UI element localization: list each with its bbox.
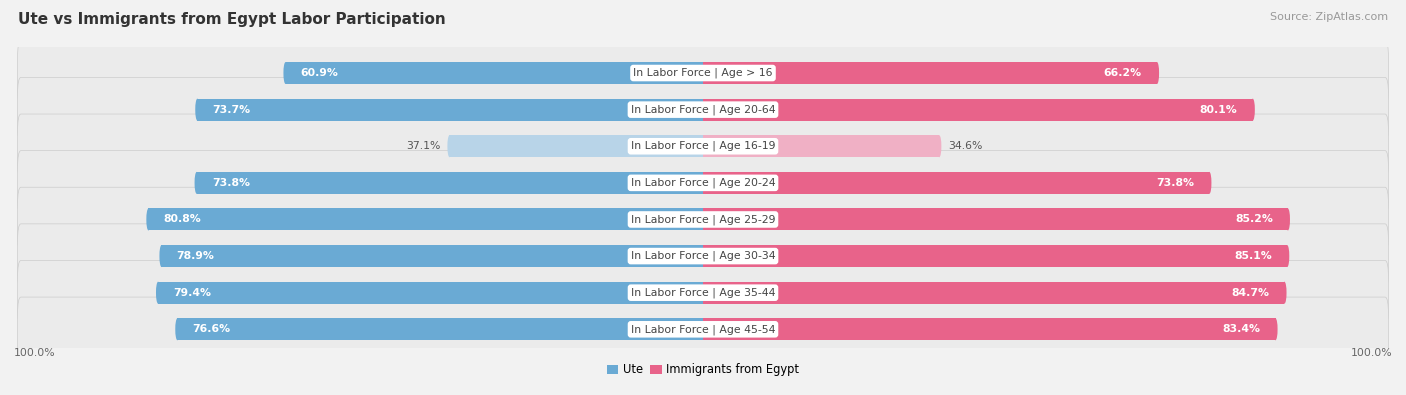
Circle shape [938,135,942,157]
Text: 80.1%: 80.1% [1199,105,1237,115]
Bar [703,318,706,340]
FancyBboxPatch shape [17,224,1389,288]
Text: Ute vs Immigrants from Egypt Labor Participation: Ute vs Immigrants from Egypt Labor Parti… [18,12,446,27]
Text: 37.1%: 37.1% [406,141,440,151]
Bar [700,318,703,340]
Circle shape [159,245,163,267]
Bar [700,172,703,194]
Bar [703,209,1288,230]
Text: 78.9%: 78.9% [177,251,215,261]
Text: Source: ZipAtlas.com: Source: ZipAtlas.com [1270,12,1388,22]
Bar [703,282,1285,304]
Circle shape [447,135,451,157]
Bar [149,209,703,230]
Bar [700,282,703,304]
Bar [197,99,703,120]
Circle shape [194,172,198,194]
Bar [700,135,703,157]
Circle shape [1251,99,1254,120]
Circle shape [1282,282,1286,304]
Text: 100.0%: 100.0% [14,348,56,357]
Text: 83.4%: 83.4% [1222,324,1260,334]
Bar [450,135,703,157]
FancyBboxPatch shape [17,297,1389,361]
FancyBboxPatch shape [17,77,1389,142]
Bar [162,245,703,267]
Circle shape [1285,245,1289,267]
Bar [700,62,703,84]
Bar [703,282,706,304]
FancyBboxPatch shape [17,41,1389,105]
Bar [700,99,703,120]
Text: 84.7%: 84.7% [1232,288,1270,298]
Bar [703,209,706,230]
Circle shape [1286,209,1289,230]
Text: 73.7%: 73.7% [212,105,250,115]
Bar [177,318,703,340]
Text: 66.2%: 66.2% [1104,68,1142,78]
Text: In Labor Force | Age 20-24: In Labor Force | Age 20-24 [631,178,775,188]
Bar [703,318,1275,340]
Bar [703,245,1288,267]
Text: In Labor Force | Age 45-54: In Labor Force | Age 45-54 [631,324,775,335]
Text: 60.9%: 60.9% [301,68,339,78]
Circle shape [1154,62,1159,84]
Text: 79.4%: 79.4% [173,288,211,298]
Bar [197,172,703,194]
FancyBboxPatch shape [17,260,1389,325]
Bar [703,99,1253,120]
Text: 34.6%: 34.6% [948,141,983,151]
Bar [703,62,1157,84]
Circle shape [284,62,288,84]
Text: In Labor Force | Age 35-44: In Labor Force | Age 35-44 [631,288,775,298]
FancyBboxPatch shape [17,150,1389,215]
Bar [703,172,1209,194]
Bar [703,99,706,120]
Text: 85.1%: 85.1% [1234,251,1272,261]
Text: 85.2%: 85.2% [1234,214,1272,224]
Text: 73.8%: 73.8% [212,178,250,188]
Text: 76.6%: 76.6% [193,324,231,334]
Text: 100.0%: 100.0% [1350,348,1392,357]
FancyBboxPatch shape [17,114,1389,179]
Bar [703,245,706,267]
Bar [703,135,939,157]
Bar [285,62,703,84]
Bar [157,282,703,304]
Circle shape [156,282,160,304]
Text: In Labor Force | Age 30-34: In Labor Force | Age 30-34 [631,251,775,261]
Circle shape [195,99,200,120]
Circle shape [1274,318,1278,340]
Bar [700,209,703,230]
Text: In Labor Force | Age 16-19: In Labor Force | Age 16-19 [631,141,775,152]
Text: In Labor Force | Age 25-29: In Labor Force | Age 25-29 [631,214,775,225]
Text: 73.8%: 73.8% [1156,178,1194,188]
Bar [703,172,706,194]
Circle shape [176,318,180,340]
FancyBboxPatch shape [17,187,1389,252]
Circle shape [146,209,150,230]
Bar [700,245,703,267]
Legend: Ute, Immigrants from Egypt: Ute, Immigrants from Egypt [602,359,804,381]
Bar [703,135,706,157]
Text: In Labor Force | Age > 16: In Labor Force | Age > 16 [633,68,773,78]
Circle shape [1208,172,1212,194]
Text: In Labor Force | Age 20-64: In Labor Force | Age 20-64 [631,104,775,115]
Bar [703,62,706,84]
Text: 80.8%: 80.8% [163,214,201,224]
